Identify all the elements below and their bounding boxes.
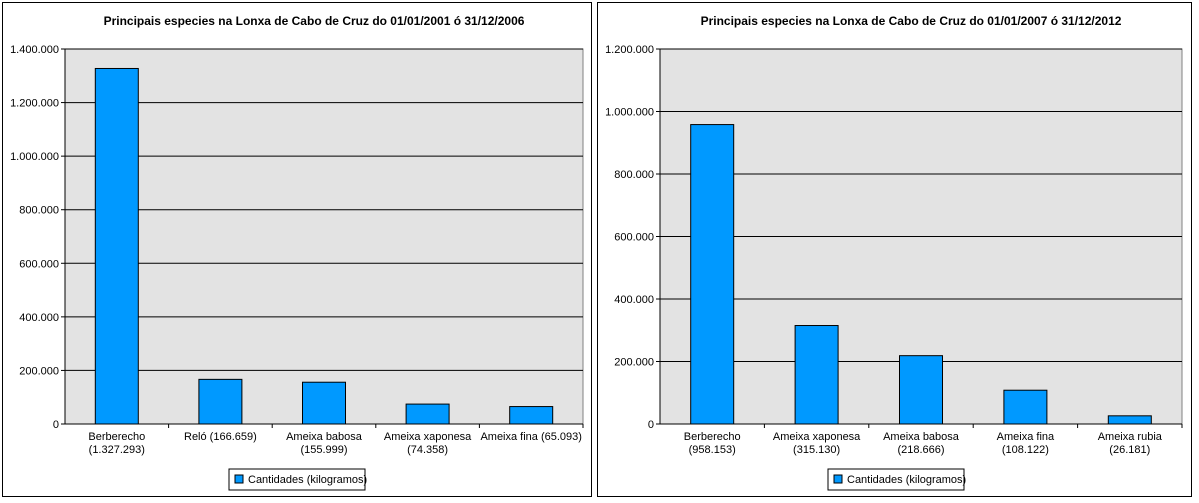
category-label: Ameixa rubia [1098,431,1163,443]
bar [794,325,839,425]
y-tick-label: 400.000 [19,312,59,324]
y-tick-label: 200.000 [19,365,59,377]
y-tick-label: 1.000.000 [10,151,59,163]
bar [1003,389,1048,425]
y-tick-label: 200.000 [614,357,654,369]
y-tick-label: 800.000 [614,169,654,181]
category-label: Ameixa fina [997,431,1055,443]
legend-label: Cantidades (kilogramos) [248,474,367,486]
y-tick-label: 1.200.000 [10,98,59,110]
y-tick-label: 600.000 [19,258,59,270]
category-label: Ameixa xaponesa [773,431,861,443]
bar [198,378,243,425]
chart-panel-2007-2012: Principais especies na Lonxa de Cabo de … [597,2,1192,497]
category-label: Ameixa xaponesa [384,431,472,443]
legend-label: Cantidades (kilogramos) [847,474,966,486]
y-tick-label: 1.400.000 [10,44,59,56]
category-label: (74.358) [407,444,448,456]
bar-chart-2007-2012: Principais especies na Lonxa de Cabo de … [605,14,1183,491]
category-label: Ameixa babosa [286,431,363,443]
category-label: (108.122) [1002,444,1049,456]
category-label: (26.181) [1109,444,1150,456]
plot-area [64,48,584,425]
legend-box [228,468,366,491]
category-label: Berberecho [88,431,145,443]
y-tick-label: 1.200.000 [605,44,654,56]
y-tick-label: 1.000.000 [605,107,654,119]
y-tick-label: 600.000 [614,232,654,244]
legend-swatch [234,474,244,484]
category-label: (958.153) [689,444,736,456]
category-label: Berberecho [684,431,741,443]
chart-title: Principais especies na Lonxa de Cabo de … [104,14,525,28]
category-label: Ameixa fina (65.093) [480,431,582,443]
bar [690,124,735,425]
legend-swatch [833,474,843,484]
chart-panel-2001-2006: Principais especies na Lonxa de Cabo de … [2,2,592,497]
category-label: (1.327.293) [89,444,145,456]
category-label: (218.666) [897,444,944,456]
legend-box [827,468,965,491]
category-label: (155.999) [300,444,347,456]
y-tick-label: 0 [648,419,654,431]
bar [405,403,450,425]
category-label: (315.130) [793,444,840,456]
category-label: Reló (166.659) [184,431,257,443]
category-label: Ameixa babosa [883,431,960,443]
bar [509,406,554,425]
y-tick-label: 800.000 [19,205,59,217]
bar [302,381,346,425]
bar [899,355,943,425]
bar [94,67,139,425]
chart-title: Principais especies na Lonxa de Cabo de … [701,14,1122,28]
y-tick-label: 0 [53,419,59,431]
bar-chart-2001-2006: Principais especies na Lonxa de Cabo de … [10,14,584,491]
y-tick-label: 400.000 [614,294,654,306]
bar [1107,415,1152,425]
